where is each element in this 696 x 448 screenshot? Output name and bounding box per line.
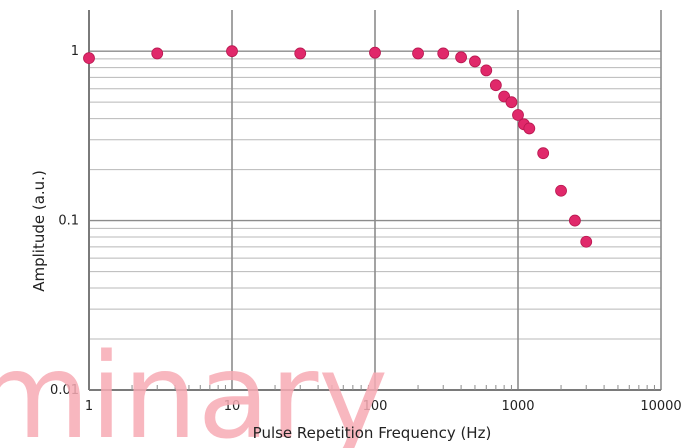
y-tick-label: 0.1 [58,214,79,229]
data-point [412,47,424,60]
x-tick-label: 1 [85,399,93,414]
x-tick-label: 10000 [640,399,681,414]
data-point [226,45,238,58]
data-point [151,47,164,60]
data-point [455,51,467,64]
watermark-text: minary [0,327,388,448]
y-axis-title: Amplitude (a.u.) [30,170,48,292]
data-point [505,96,518,109]
data-point [469,55,481,68]
data-point [437,47,450,60]
x-tick-label: 100 [363,399,388,414]
data-point [555,184,567,197]
axes [88,10,661,391]
x-axis-title: Pulse Repetition Frequency (Hz) [253,424,492,442]
data-point [489,79,502,92]
y-tick-label: 0.01 [50,383,79,398]
data-point [369,46,381,59]
data-point [537,147,550,160]
data-point [580,235,593,248]
data-point [523,122,536,135]
tick-labels: 1 10 100 1000 10000 0.01 0.1 1 [50,44,682,414]
x-tick-label: 10 [224,399,241,414]
data-points [83,45,593,248]
data-point [83,52,95,65]
data-point [480,64,493,77]
grid [88,10,662,391]
data-point [294,47,307,60]
y-tick-label: 1 [71,44,79,59]
x-tick-label: 1000 [501,399,534,414]
data-point [569,214,581,227]
data-point [512,109,524,121]
